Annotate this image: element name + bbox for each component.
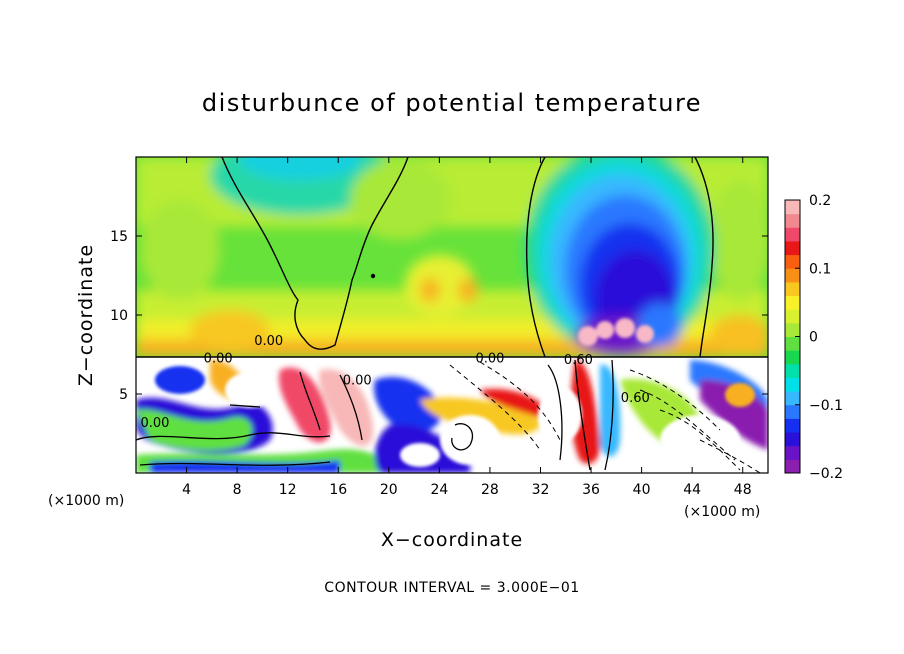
y-axis-label: Z−coordinate	[75, 244, 97, 386]
x-axis: 4 8 12 16 20 24 28 32 36 40 44 48	[182, 157, 752, 498]
colorbar-swatch	[785, 336, 800, 351]
x-tick-label: 44	[683, 482, 701, 498]
colorbar-tick-label: 0	[809, 330, 818, 346]
colorbar-swatch	[785, 350, 800, 365]
colorbar-swatch	[785, 240, 800, 256]
plot-area	[136, 157, 768, 473]
lower-field	[136, 357, 768, 473]
colorbar-swatch	[785, 254, 800, 269]
negative-contours	[449, 361, 761, 473]
colorbar-swatch	[785, 268, 800, 283]
x-tick-label: 4	[182, 482, 191, 498]
colorbar-swatch	[785, 363, 800, 378]
x-tick-label: 48	[734, 482, 752, 498]
y-tick-label: 5	[119, 387, 128, 403]
colorbar-swatch	[785, 404, 800, 419]
colorbar-swatch	[785, 459, 800, 474]
colorbar-swatch	[785, 295, 800, 310]
colorbar-swatch	[785, 445, 800, 460]
y-tick-label: 15	[110, 229, 128, 245]
colorbar-swatch	[785, 432, 800, 447]
x-unit-right: (×1000 m)	[684, 504, 760, 520]
colorbar-swatch	[785, 213, 800, 228]
colorbar-swatch	[785, 418, 800, 433]
zero-contours	[136, 157, 768, 358]
x-tick-label: 32	[532, 482, 550, 498]
x-tick-label: 28	[481, 482, 499, 498]
colorbar-swatch	[785, 309, 800, 324]
colorbar-swatch	[785, 377, 800, 392]
chart-title: disturbunce of potential temperature	[202, 89, 702, 117]
colorbar-swatch	[785, 200, 800, 215]
contour-label: 0.00	[140, 416, 169, 431]
x-axis-label: X−coordinate	[381, 529, 523, 551]
x-tick-label: 20	[380, 482, 398, 498]
x-unit-left: (×1000 m)	[48, 493, 124, 509]
colorbar-tick-label: 0.2	[809, 193, 831, 209]
x-tick-label: 24	[430, 482, 448, 498]
colorbar-swatch	[785, 322, 800, 337]
colorbar-tick-label: 0.1	[809, 261, 831, 277]
colorbar-swatch	[785, 391, 800, 406]
colorbar-swatch	[785, 281, 800, 297]
x-tick-label: 12	[279, 482, 297, 498]
colorbar-swatch	[785, 227, 800, 242]
contour-interval-note: CONTOUR INTERVAL = 3.000E−01	[324, 580, 579, 596]
y-tick-label: 10	[110, 308, 128, 324]
positive-contours	[136, 359, 614, 471]
x-tick-label: 16	[329, 482, 347, 498]
x-tick-label: 40	[633, 482, 651, 498]
y-axis: 5 10 15	[110, 229, 768, 403]
x-tick-label: 36	[582, 482, 600, 498]
colorbar-ticks: 0.2 0.1 0 −0.1 −0.2	[795, 193, 843, 482]
x-tick-label: 8	[233, 482, 242, 498]
colorbar-tick-label: −0.1	[809, 398, 843, 414]
contour-labels: 0.00 0.00 0.00 0.00 0.00 0.60 0.60	[140, 334, 649, 431]
contour-label: 0.60	[621, 391, 650, 406]
contour-label: 0.00	[204, 351, 233, 366]
contour-label: 0.00	[254, 334, 283, 349]
colorbar-tick-label: −0.2	[809, 466, 843, 482]
contour-label: 0.00	[343, 374, 372, 389]
contour-label: 0.60	[564, 353, 593, 368]
upper-field	[136, 157, 768, 357]
contour-label: 0.00	[475, 351, 504, 366]
colorbar	[784, 199, 801, 474]
